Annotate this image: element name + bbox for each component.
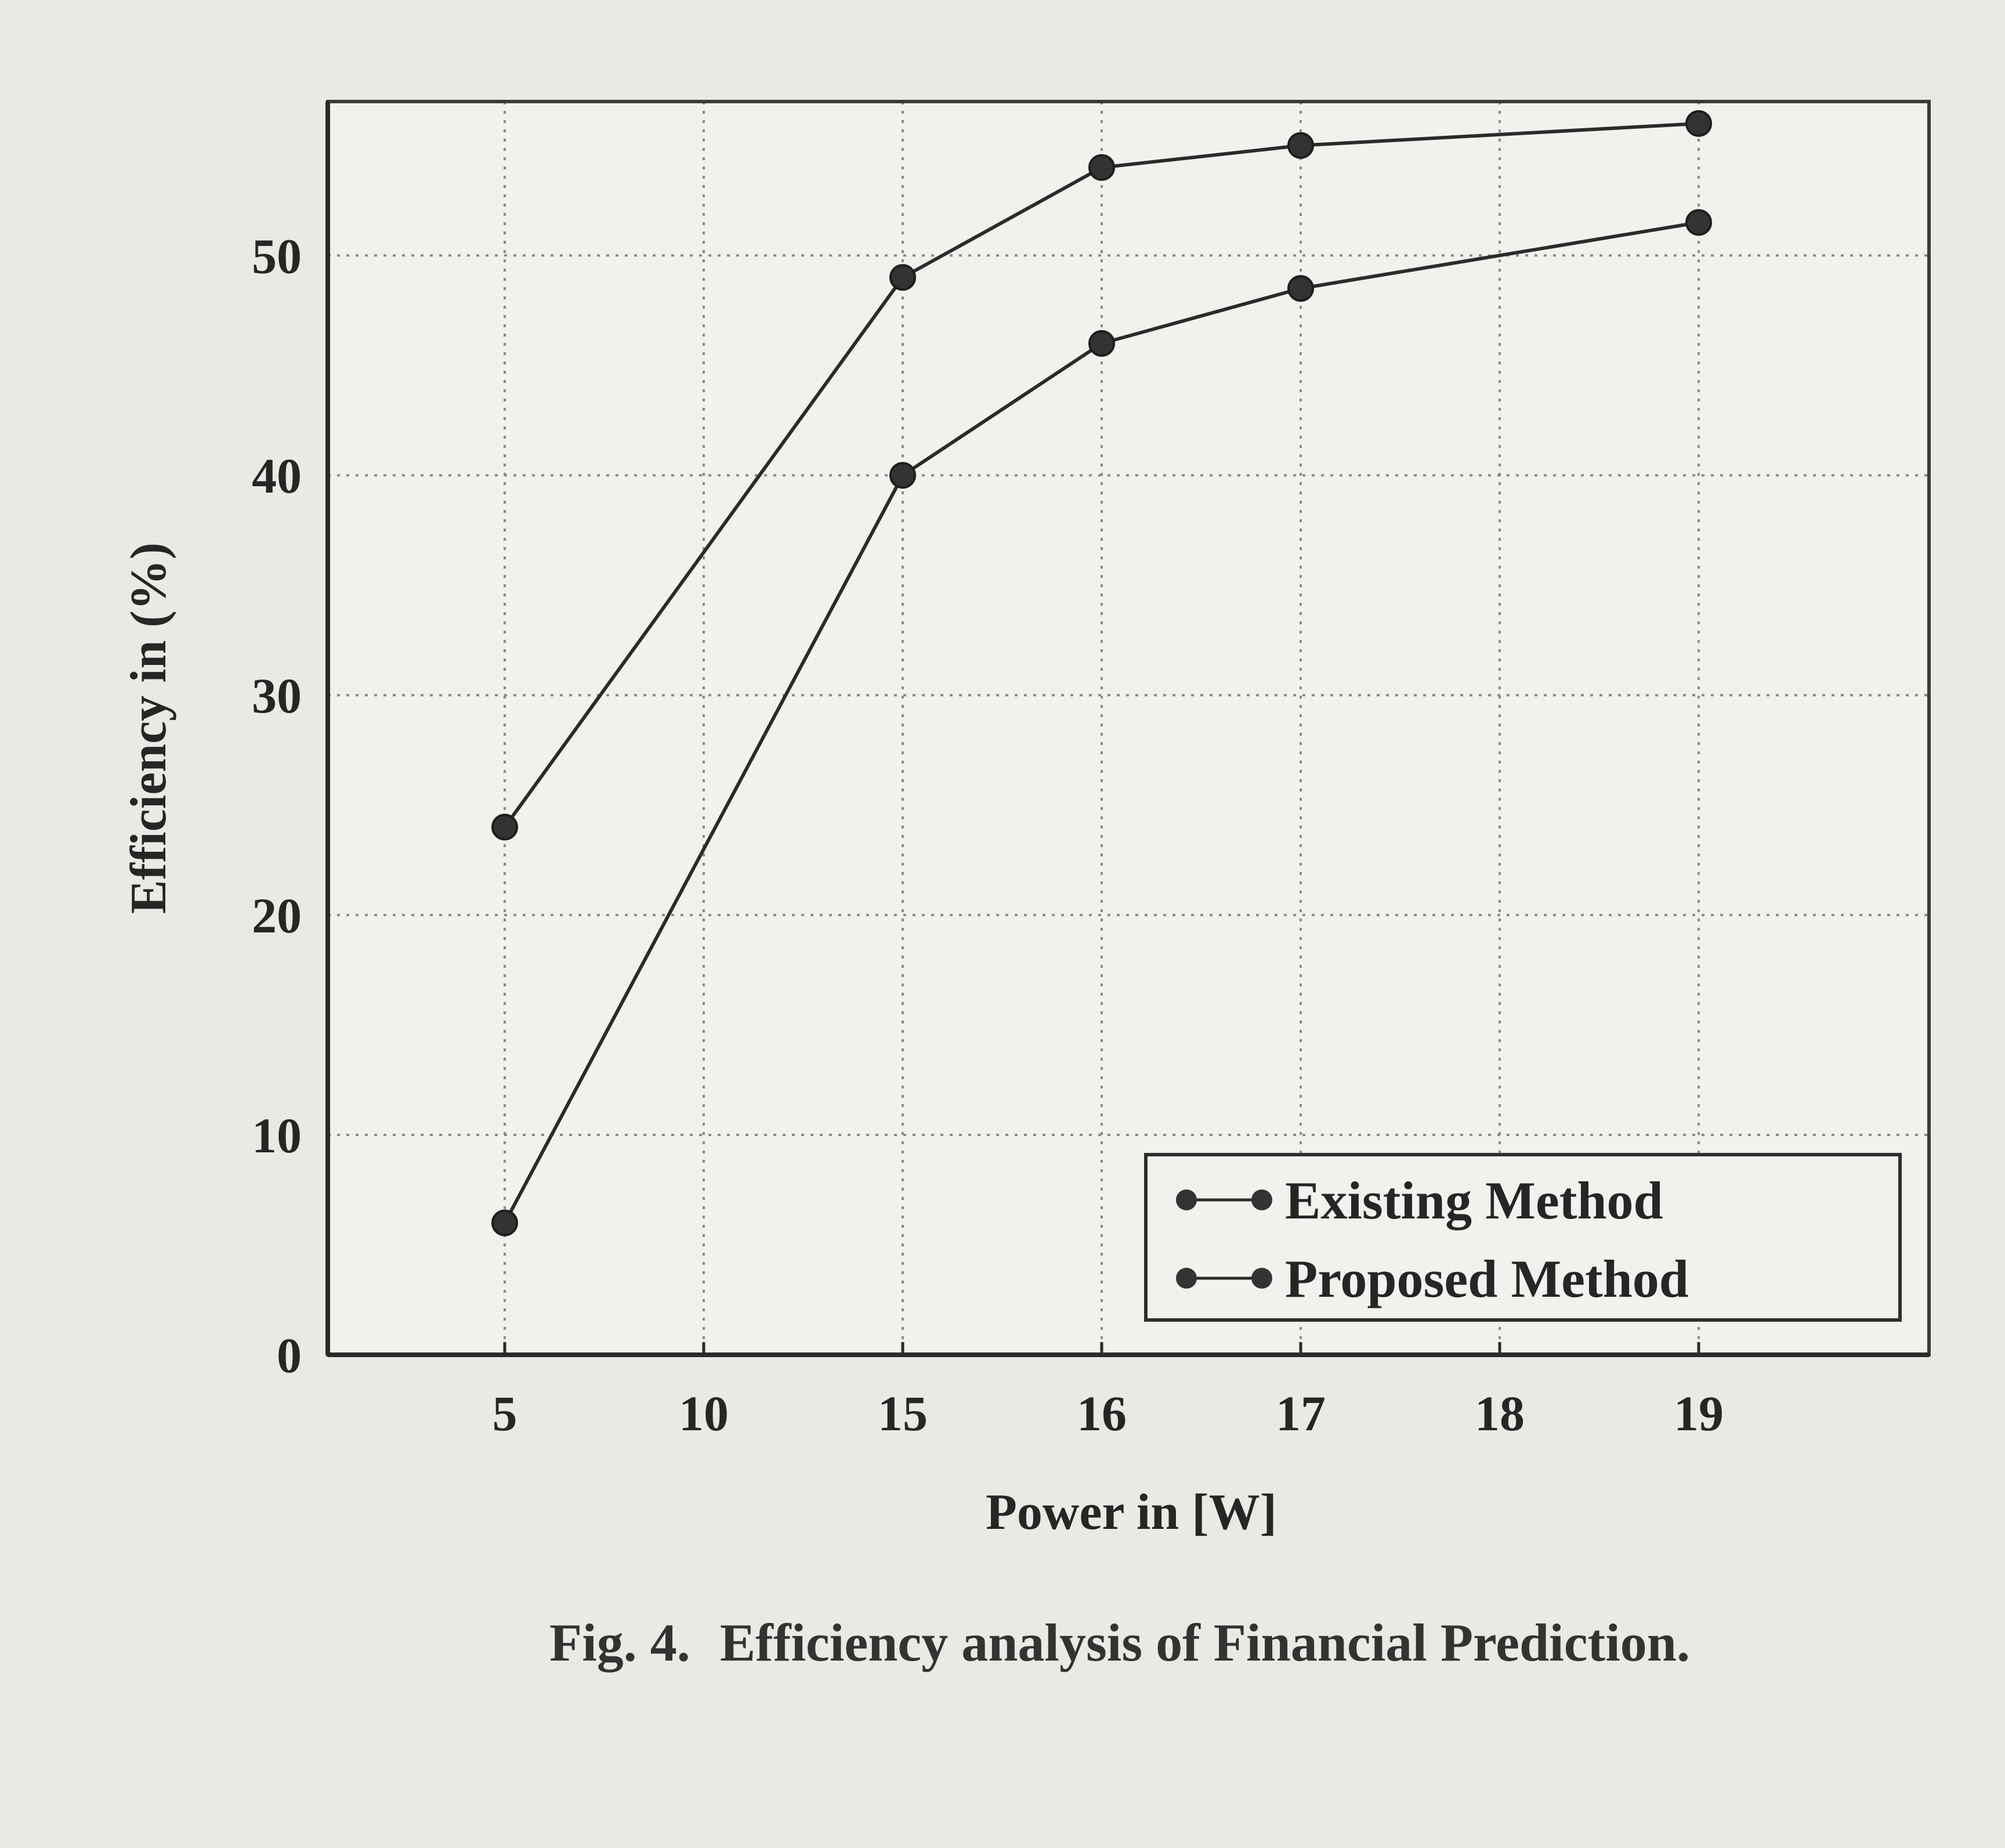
- caption-text: Efficiency analysis of Financial Predict…: [720, 1613, 1690, 1672]
- grid-layer: [328, 102, 1929, 1355]
- x-tick-label: 17: [1276, 1386, 1326, 1441]
- legend-marker: [1251, 1268, 1272, 1289]
- legend: Existing Method Proposed Method: [1144, 1153, 1902, 1322]
- legend-marker: [1176, 1268, 1197, 1289]
- axis-titles: Power in [W] Efficiency in (%): [121, 543, 1277, 1540]
- x-tick-label: 16: [1077, 1386, 1127, 1441]
- legend-box: [1144, 1153, 1902, 1322]
- figure-caption: Fig. 4. Efficiency analysis of Financial…: [549, 1613, 1690, 1672]
- y-axis-title: Efficiency in (%): [121, 543, 177, 914]
- tick-labels: 5 10 15 16 17 18 19 0 10 20 30 40 50: [252, 228, 1724, 1441]
- y-tick-label: 10: [252, 1108, 302, 1163]
- series-point: [1685, 110, 1712, 137]
- caption-label: Fig. 4.: [549, 1613, 690, 1672]
- svg-text:Fig. 4. Efficiency ana: Fig. 4. Efficiency analysis of Financial…: [549, 1613, 1690, 1672]
- x-tick-label: 18: [1475, 1386, 1525, 1441]
- series-point: [1287, 132, 1314, 159]
- legend-label: Proposed Method: [1285, 1249, 1689, 1308]
- y-tick-label: 0: [277, 1328, 302, 1383]
- x-tick-label: 10: [679, 1386, 729, 1441]
- legend-label: Existing Method: [1285, 1171, 1663, 1230]
- series-point: [1088, 154, 1115, 181]
- series-point: [1685, 209, 1712, 236]
- x-tick-label: 19: [1674, 1386, 1724, 1441]
- x-tick-label: 5: [493, 1386, 517, 1441]
- y-tick-label: 40: [252, 448, 302, 504]
- legend-marker: [1251, 1189, 1272, 1210]
- series-layer: [491, 110, 1712, 1236]
- y-tick-label: 30: [252, 668, 302, 724]
- series-point: [889, 462, 916, 489]
- legend-marker: [1176, 1189, 1197, 1210]
- x-tick-label: 15: [878, 1386, 928, 1441]
- series-point: [889, 264, 916, 291]
- x-axis-title: Power in [W]: [986, 1484, 1277, 1540]
- series-point: [1287, 275, 1314, 302]
- y-tick-label: 20: [252, 888, 302, 943]
- axes-layer: [325, 100, 1931, 1357]
- y-tick-label: 50: [252, 228, 302, 284]
- series-point: [1088, 330, 1115, 357]
- plot-background: [328, 102, 1929, 1355]
- series-point: [491, 1209, 518, 1236]
- series-point: [491, 813, 518, 841]
